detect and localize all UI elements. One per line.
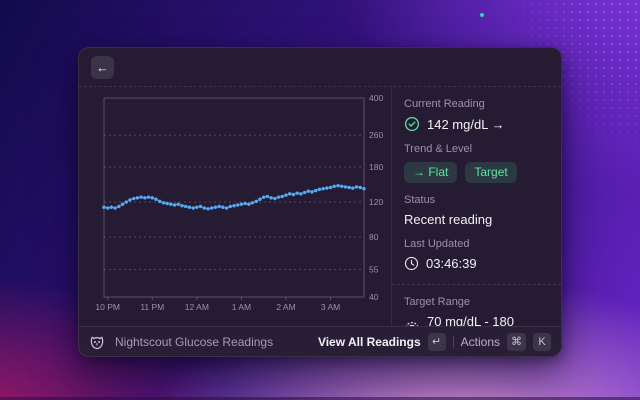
- current-reading-value: 142 mg/dL →: [427, 116, 505, 132]
- window-main: 400 260 180 120 80 55 40 10 PM 11 PM 12 AM 1 AM 2 A…: [79, 87, 561, 326]
- current-reading-label: Current Reading: [404, 98, 485, 110]
- back-arrow-icon: ←: [96, 59, 109, 75]
- last-updated-value: 03:46:39: [426, 256, 477, 271]
- svg-text:120: 120: [369, 197, 383, 207]
- status-label: Status: [404, 194, 436, 206]
- last-updated-label: Last Updated: [404, 238, 470, 250]
- svg-text:2 AM: 2 AM: [276, 302, 295, 312]
- svg-text:400: 400: [369, 93, 383, 103]
- k-key-icon[interactable]: K: [533, 332, 551, 351]
- target-icon: [404, 321, 420, 326]
- svg-text:11 PM: 11 PM: [140, 302, 164, 312]
- level-target-badge: Target: [465, 162, 517, 183]
- enter-key-icon[interactable]: ↵: [427, 332, 446, 351]
- panel-divider: [392, 284, 561, 285]
- trend-badges: → Flat Target: [404, 162, 549, 183]
- details-panel: Current Reading 142 mg/dL → Trend & Leve…: [391, 87, 561, 326]
- svg-text:40: 40: [369, 292, 379, 302]
- background-bottom-strip: [0, 397, 640, 400]
- app-title: Nightscout Glucose Readings: [115, 334, 274, 349]
- command-key-icon[interactable]: ⌘: [507, 332, 526, 351]
- target-range-row: 70 mg/dL - 180 mg/dL: [404, 314, 549, 326]
- target-range-value: 70 mg/dL - 180 mg/dL: [427, 314, 514, 326]
- app-window: ← 400 260 180 120 80 55 40 10 PM 11 PM 12 AM 1 AM 2…: [78, 47, 562, 357]
- svg-text:180: 180: [369, 162, 383, 172]
- trend-flat-badge: → Flat: [404, 162, 458, 183]
- last-updated-row: 03:46:39: [404, 256, 549, 271]
- svg-text:80: 80: [369, 232, 379, 242]
- trend-level-label: Trend & Level: [404, 143, 473, 155]
- check-circle-icon: [404, 116, 420, 132]
- svg-text:12 AM: 12 AM: [185, 302, 209, 312]
- window-header: ←: [79, 48, 561, 87]
- view-all-readings-button[interactable]: View All Readings: [317, 334, 421, 349]
- glucose-chart: 400 260 180 120 80 55 40 10 PM 11 PM 12 AM 1 AM 2 A…: [95, 93, 383, 312]
- target-range-label: Target Range: [404, 296, 471, 308]
- status-value: Recent reading: [404, 212, 493, 227]
- svg-text:260: 260: [369, 130, 383, 140]
- nightscout-owl-icon: [89, 334, 105, 350]
- chart-area: 400 260 180 120 80 55 40 10 PM 11 PM 12 AM 1 AM 2 A…: [79, 87, 391, 326]
- svg-text:10 PM: 10 PM: [95, 302, 120, 312]
- svg-text:1 AM: 1 AM: [232, 302, 251, 312]
- svg-text:55: 55: [369, 264, 379, 274]
- footer-separator: [452, 335, 454, 348]
- svg-text:3 AM: 3 AM: [321, 302, 340, 312]
- clock-icon: [404, 256, 419, 271]
- actions-menu-button[interactable]: Actions: [460, 334, 500, 349]
- background-teal-dot: [480, 13, 484, 17]
- action-bar: Nightscout Glucose Readings View All Rea…: [79, 326, 561, 356]
- current-reading-value-row[interactable]: 142 mg/dL →: [404, 116, 549, 132]
- footer-actions: View All Readings ↵ Actions ⌘ K: [317, 332, 551, 351]
- back-button[interactable]: ←: [91, 55, 114, 79]
